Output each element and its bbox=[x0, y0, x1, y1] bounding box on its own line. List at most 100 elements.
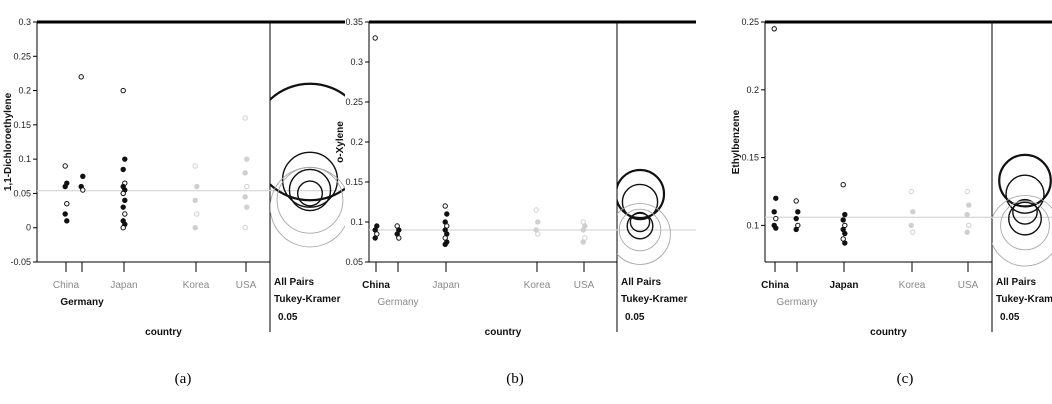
y-tick-label: 0 bbox=[26, 223, 31, 233]
data-point-china bbox=[64, 218, 70, 224]
data-point-japan bbox=[122, 156, 128, 162]
y-tick-label: 0.1 bbox=[18, 154, 31, 164]
comparison-note-line: 0.05 bbox=[1000, 312, 1020, 323]
comparison-circle bbox=[288, 168, 332, 212]
x-category-label: China bbox=[761, 280, 789, 291]
x-category-label: Germany bbox=[377, 297, 418, 308]
comparison-circle bbox=[1005, 174, 1045, 214]
y-tick-label: 0.2 bbox=[18, 86, 31, 96]
x-axis-label: country bbox=[870, 327, 907, 338]
x-category-label: Korea bbox=[524, 280, 551, 291]
data-point-japan bbox=[842, 211, 848, 218]
data-point-china bbox=[771, 26, 777, 32]
data-point-usa bbox=[580, 227, 586, 233]
data-point-korea bbox=[535, 219, 541, 225]
y-tick-label: 0.05 bbox=[13, 188, 31, 198]
data-point-usa bbox=[244, 156, 250, 162]
data-point-germany bbox=[795, 209, 801, 215]
data-point-usa bbox=[244, 183, 250, 190]
data-point-korea bbox=[194, 183, 200, 190]
data-point-japan bbox=[842, 240, 848, 246]
comparison-note-line: All Pairs bbox=[274, 277, 314, 288]
data-point-china bbox=[773, 195, 779, 201]
data-point-japan bbox=[442, 241, 448, 248]
y-axis-label: 1,1-Dichloroethylene bbox=[3, 92, 14, 191]
data-point-china bbox=[773, 225, 779, 231]
x-category-label: USA bbox=[958, 280, 979, 291]
comparison-circle bbox=[992, 195, 1052, 267]
y-tick-label: 0.05 bbox=[345, 257, 363, 267]
data-point-japan bbox=[122, 197, 128, 203]
comparison-circle bbox=[270, 166, 345, 248]
y-tick-label: -0.05 bbox=[10, 257, 31, 267]
x-category-label: China bbox=[362, 280, 390, 291]
data-point-usa bbox=[964, 188, 970, 195]
data-point-japan bbox=[120, 166, 126, 173]
comparison-note-line: Tukey-Kramer bbox=[274, 294, 341, 305]
data-point-japan bbox=[120, 87, 126, 94]
data-point-china bbox=[771, 209, 777, 215]
data-point-japan bbox=[122, 211, 128, 217]
y-axis-label: Ethylbenzene bbox=[731, 109, 742, 174]
y-tick-label: 0.3 bbox=[350, 57, 363, 67]
comparison-note-line: All Pairs bbox=[621, 277, 661, 288]
y-tick-label: 0.15 bbox=[345, 177, 363, 187]
data-point-korea bbox=[194, 211, 200, 217]
comparison-note-line: Tukey-Kramer bbox=[621, 294, 688, 305]
comparison-note-line: 0.05 bbox=[625, 312, 645, 323]
y-tick-label: 0.2 bbox=[746, 85, 759, 95]
comparison-circle bbox=[618, 208, 662, 252]
comparison-circle bbox=[621, 183, 659, 221]
data-point-germany bbox=[793, 198, 799, 204]
comparison-circle bbox=[1012, 198, 1038, 225]
x-category-label: Korea bbox=[899, 280, 926, 291]
data-point-usa bbox=[966, 222, 972, 229]
data-point-usa bbox=[244, 204, 250, 210]
comparison-circles bbox=[617, 168, 671, 265]
y-tick-label: 0.1 bbox=[350, 217, 363, 227]
data-point-usa bbox=[242, 170, 248, 176]
data-point-korea bbox=[192, 197, 198, 203]
data-point-japan bbox=[840, 217, 846, 223]
comparison-circle bbox=[998, 153, 1052, 208]
y-tick-label: 0.1 bbox=[746, 220, 759, 230]
data-point-korea bbox=[192, 225, 198, 231]
comparison-circle bbox=[617, 203, 671, 265]
x-category-label: Japan bbox=[110, 280, 137, 291]
panel-caption: (a) bbox=[175, 371, 192, 387]
comparison-circle bbox=[1000, 200, 1050, 251]
data-point-germany bbox=[80, 173, 86, 179]
data-point-korea bbox=[535, 231, 541, 237]
panel-caption: (c) bbox=[897, 371, 914, 387]
data-point-china bbox=[773, 215, 779, 222]
comparison-circles bbox=[270, 82, 345, 248]
data-point-usa bbox=[964, 211, 970, 218]
data-point-korea bbox=[910, 209, 916, 215]
data-point-china bbox=[372, 35, 378, 41]
data-point-korea bbox=[908, 222, 914, 229]
comparison-circle bbox=[626, 212, 654, 240]
data-point-china bbox=[372, 235, 378, 241]
data-point-korea bbox=[910, 229, 916, 235]
y-tick-label: 0.35 bbox=[345, 17, 363, 27]
data-point-china bbox=[62, 163, 68, 169]
x-category-label: Germany bbox=[60, 297, 104, 308]
x-category-label: China bbox=[53, 280, 80, 291]
data-point-japan bbox=[444, 211, 450, 217]
data-point-usa bbox=[580, 239, 586, 245]
comparison-circles bbox=[992, 153, 1052, 267]
data-point-germany bbox=[793, 226, 799, 233]
comparison-circle bbox=[281, 151, 339, 208]
x-axis-label: country bbox=[485, 327, 522, 338]
data-point-germany bbox=[793, 215, 799, 222]
data-point-germany bbox=[78, 74, 84, 80]
y-axis-label: o-Xylene bbox=[335, 121, 346, 163]
data-point-china bbox=[64, 201, 70, 207]
data-point-germany bbox=[396, 235, 402, 241]
comparison-circle bbox=[629, 211, 651, 233]
comparison-circle bbox=[1008, 201, 1042, 236]
data-point-japan bbox=[120, 190, 126, 197]
data-point-japan bbox=[120, 204, 126, 210]
